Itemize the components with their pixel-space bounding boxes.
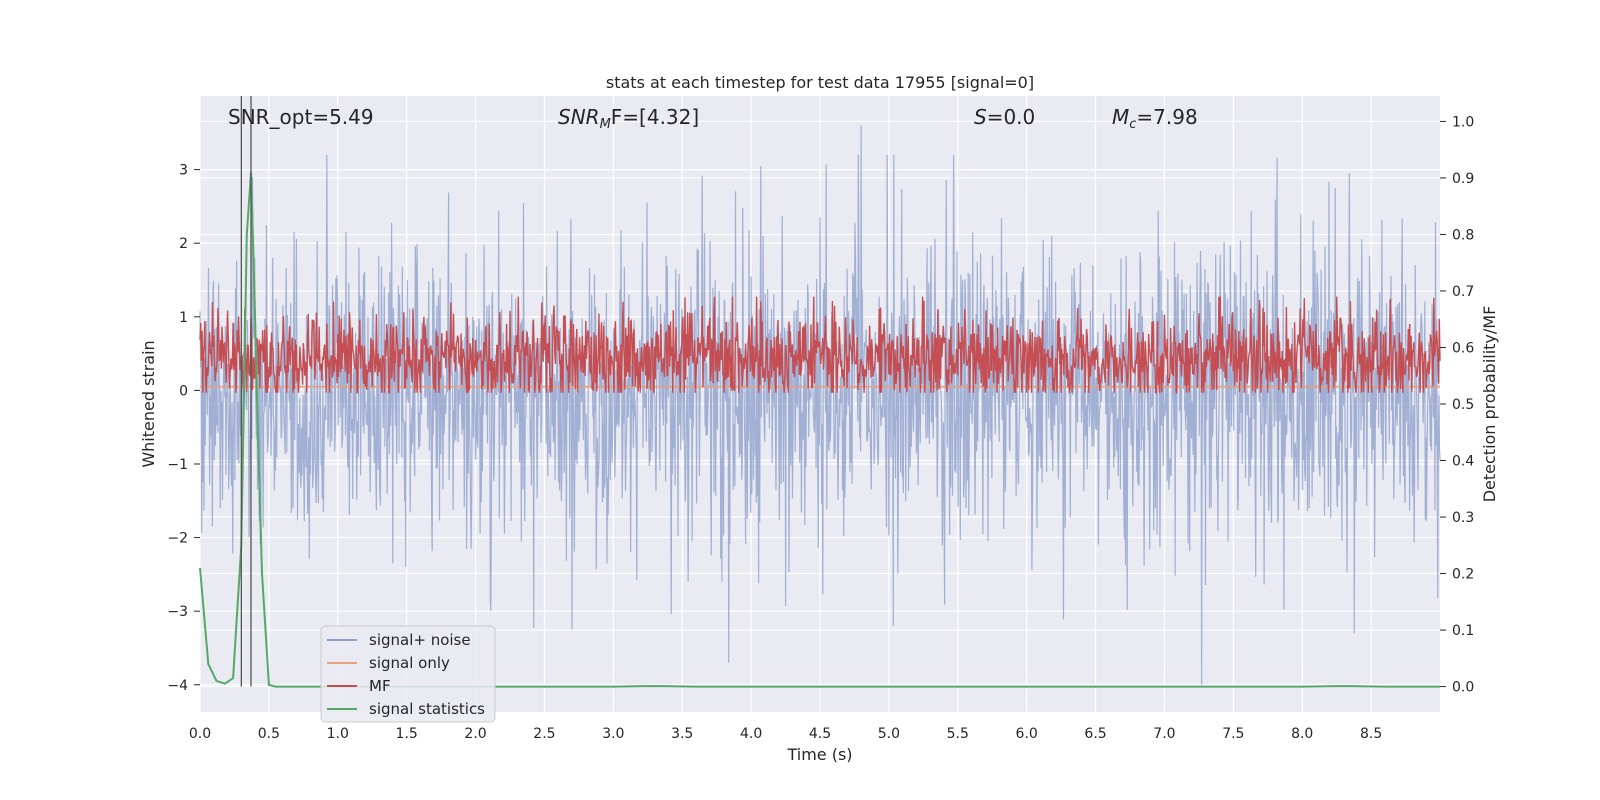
annotation-snr-mf-rest: F=[4.32] xyxy=(611,105,699,129)
annotation-mc: Mc=7.98 xyxy=(1112,105,1198,132)
y-tick-1: −1 xyxy=(167,457,188,473)
annotation-mc-sub: c xyxy=(1129,117,1136,132)
annotation-mc-rest: =7.98 xyxy=(1136,105,1197,129)
x-tick-7-5: 7.5 xyxy=(1222,726,1244,742)
y-tick-0: 0 xyxy=(179,383,188,399)
x-tick-4-0: 4.0 xyxy=(740,726,762,742)
x-tick-labels: 0.0 0.5 1.0 1.5 2.0 2.5 3.0 3.5 4.0 4.5 5.0 5.5 6.0 6… xyxy=(189,726,1382,742)
x-tick-5-5: 5.5 xyxy=(947,726,969,742)
x-tick-2-5: 2.5 xyxy=(533,726,555,742)
y2-tick-0-3: 0.3 xyxy=(1452,510,1474,526)
vertical-markers xyxy=(240,96,252,687)
annotation-s-rest: =0.0 xyxy=(987,105,1036,129)
y-tick-1: 1 xyxy=(179,310,188,326)
x-tick-5-0: 5.0 xyxy=(878,726,900,742)
y2-tick-0-9: 0.9 xyxy=(1452,171,1474,187)
y-tick-4: −4 xyxy=(167,678,188,694)
y-tick-2: 2 xyxy=(179,236,188,252)
annotation-snr-mf-name: SNR xyxy=(558,105,600,129)
annotation-snr-opt: SNR_opt=5.49 xyxy=(228,105,374,129)
x-tick-1-5: 1.5 xyxy=(396,726,418,742)
x-tick-0-5: 0.5 xyxy=(258,726,280,742)
x-tick-6-0: 6.0 xyxy=(1016,726,1038,742)
y2-axis-label: Detection probability/MF xyxy=(1480,306,1499,503)
x-axis-label: Time (s) xyxy=(786,745,852,764)
y-axis-label: Whitened strain xyxy=(139,340,158,467)
y2-tick-0-7: 0.7 xyxy=(1452,284,1474,300)
legend-label-signal-only: signal only xyxy=(369,654,450,672)
y2-tick-0-4: 0.4 xyxy=(1452,454,1474,470)
x-tick-1-0: 1.0 xyxy=(327,726,349,742)
y2-tick-0-0: 0.0 xyxy=(1452,680,1474,696)
x-tick-3-5: 3.5 xyxy=(671,726,693,742)
annotation-s-name: S xyxy=(974,105,987,129)
legend-label-signal-noise: signal+ noise xyxy=(369,631,471,649)
series-layer xyxy=(199,125,1441,688)
x-tick-4-5: 4.5 xyxy=(809,726,831,742)
series-signal-statistics-line xyxy=(199,172,1440,688)
y2-tick-0-8: 0.8 xyxy=(1452,227,1474,243)
annotation-snr-mf-sub: M xyxy=(600,117,611,132)
x-tick-8-5: 8.5 xyxy=(1360,726,1382,742)
x-tick-8-0: 8.0 xyxy=(1291,726,1313,742)
y-tick-3: −3 xyxy=(167,604,188,620)
series-mf-line xyxy=(199,296,1441,394)
legend-label-mf: MF xyxy=(369,677,391,695)
annotation-snr-mf: SNRMF=[4.32] xyxy=(558,105,699,132)
annotation-mc-name: M xyxy=(1112,105,1129,129)
legend-label-signal-statistics: signal statistics xyxy=(369,700,485,718)
chart-title: stats at each timestep for test data 179… xyxy=(606,73,1034,92)
y2-tick-0-6: 0.6 xyxy=(1452,340,1474,356)
y2-tick-0-2: 0.2 xyxy=(1452,567,1474,583)
y-tick-labels: 3 2 1 0 −1 −2 −3 −4 xyxy=(167,163,200,694)
x-tick-2-0: 2.0 xyxy=(464,726,486,742)
x-tick-7-0: 7.0 xyxy=(1153,726,1175,742)
x-tick-6-5: 6.5 xyxy=(1084,726,1106,742)
y-tick-2: −2 xyxy=(167,531,188,547)
y2-tick-1-0: 1.0 xyxy=(1452,114,1474,130)
legend: signal+ noise signal only MF signal stat… xyxy=(320,625,496,723)
x-tick-0-0: 0.0 xyxy=(189,726,211,742)
y-tick-3: 3 xyxy=(179,163,188,179)
y2-tick-0-5: 0.5 xyxy=(1452,397,1474,413)
legend-box xyxy=(320,625,496,723)
y2-tick-labels: 1.0 0.9 0.8 0.7 0.6 0.5 0.4 0.3 0.2 0.1 0.0 xyxy=(1440,114,1474,696)
annotation-s: S=0.0 xyxy=(974,105,1035,129)
y2-tick-0-1: 0.1 xyxy=(1452,623,1474,639)
x-tick-3-0: 3.0 xyxy=(602,726,624,742)
